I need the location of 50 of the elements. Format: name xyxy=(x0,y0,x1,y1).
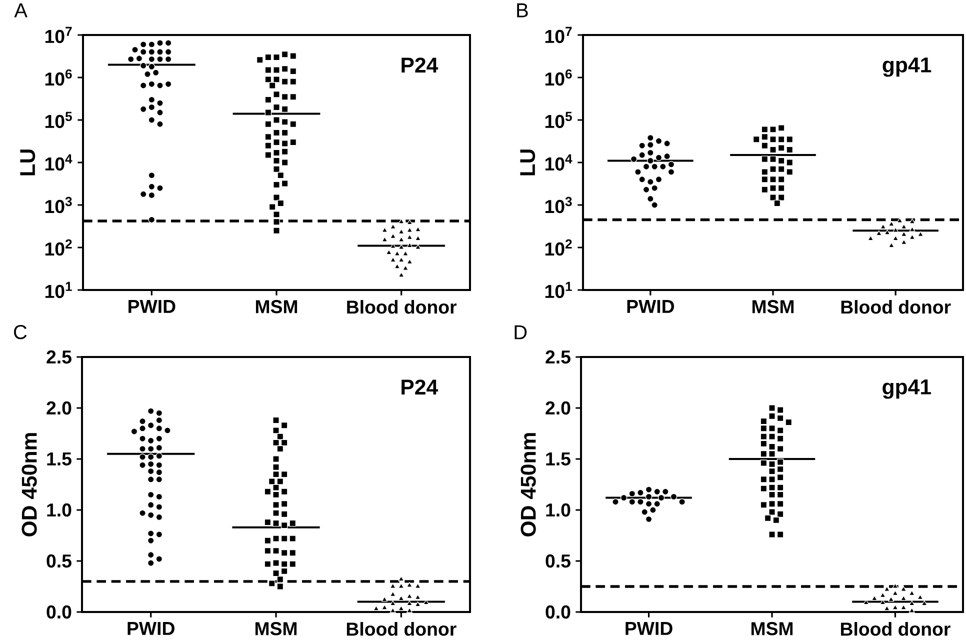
x-tick-label: MSM xyxy=(256,300,298,314)
y-tick-label: 10$^{6}$ xyxy=(545,69,572,86)
y-tick-label: 0.5 xyxy=(546,554,570,568)
y-tick-label: 10$^{6}$ xyxy=(45,69,72,86)
y-axis-title: OD 450nm xyxy=(22,433,37,536)
x-tick-label: Blood donor xyxy=(346,622,456,636)
y-axis-title: LU xyxy=(20,150,36,176)
y-tick-label: 10$^{3}$ xyxy=(45,196,72,214)
y-tick-label: 10$^{5}$ xyxy=(45,112,72,128)
annotation: P24 xyxy=(402,380,438,394)
annotation: gp41 xyxy=(882,380,931,399)
x-tick-label: Blood donor xyxy=(841,622,950,636)
x-tick-label: PWID xyxy=(128,622,174,635)
x-tick-label: PWID xyxy=(128,300,176,313)
y-axis-title: OD 450nm xyxy=(520,433,536,536)
x-tick-label: PWID xyxy=(626,622,672,635)
chart-title: A xyxy=(14,3,28,18)
y-tick-label: 10$^{2}$ xyxy=(545,239,572,256)
chart-title: B xyxy=(517,3,528,18)
y-tick-label: 10$^{4}$ xyxy=(45,154,72,171)
x-tick-label: Blood donor xyxy=(841,300,951,314)
y-tick-label: 10$^{1}$ xyxy=(45,282,72,298)
y-tick-label: 10$^{2}$ xyxy=(45,239,72,256)
y-tick-label: 10$^{5}$ xyxy=(545,112,572,128)
x-tick-label: MSM xyxy=(752,300,794,314)
y-tick-label: 1.5 xyxy=(47,452,72,466)
annotation: gp41 xyxy=(882,58,932,77)
y-tick-label: 10$^{3}$ xyxy=(545,196,572,214)
y-tick-label: 10$^{1}$ xyxy=(545,282,572,298)
y-tick-label: 10$^{7}$ xyxy=(545,26,572,44)
x-tick-label: PWID xyxy=(627,300,674,313)
y-tick-label: 10$^{7}$ xyxy=(45,26,72,44)
y-tick-label: 0.0 xyxy=(546,605,570,619)
annotation: P24 xyxy=(402,58,438,72)
y-axis-title: LU xyxy=(520,150,536,176)
y-tick-label: 2.5 xyxy=(46,350,72,364)
y-tick-label: 0.0 xyxy=(46,605,72,619)
y-tick-label: 1.0 xyxy=(546,503,570,517)
y-tick-label: 1.5 xyxy=(546,452,570,466)
y-tick-label: 2.0 xyxy=(546,401,570,415)
y-tick-label: 1.0 xyxy=(47,503,72,517)
y-tick-label: 2.0 xyxy=(46,401,72,415)
x-tick-label: MSM xyxy=(751,622,793,636)
y-tick-label: 10$^{4}$ xyxy=(545,154,572,171)
y-tick-label: 2.5 xyxy=(546,350,570,364)
x-tick-label: MSM xyxy=(255,622,297,636)
chart-title: C xyxy=(14,325,27,340)
y-tick-label: 0.5 xyxy=(46,554,72,568)
x-tick-label: Blood donor xyxy=(347,300,457,314)
chart-title: D xyxy=(514,325,527,340)
